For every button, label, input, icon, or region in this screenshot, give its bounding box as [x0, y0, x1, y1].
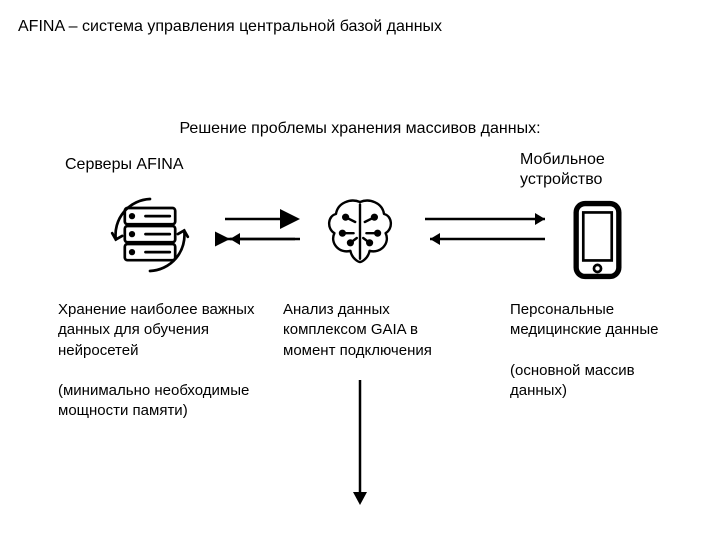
page-subtitle: Решение проблемы хранения массивов данны… — [0, 120, 720, 138]
servers-label: Серверы AFINA — [65, 155, 184, 175]
neural-brain-icon — [320, 190, 400, 270]
arrows-brain-phone — [415, 205, 560, 255]
arrows-server-brain-back — [215, 205, 310, 260]
mobile-label: Мобильное устройство — [520, 150, 680, 190]
servers-description: Хранение наиболее важных данных для обуч… — [58, 300, 268, 422]
server-rack-icon — [105, 190, 195, 280]
mobile-description: Персональные медицинские данные (основно… — [510, 300, 690, 401]
arrow-down — [350, 380, 370, 510]
smartphone-icon — [570, 200, 630, 280]
page-title: AFINA – система управления центральной б… — [18, 18, 442, 36]
analysis-description: Анализ данных комплексом GAIA в момент п… — [283, 300, 463, 361]
